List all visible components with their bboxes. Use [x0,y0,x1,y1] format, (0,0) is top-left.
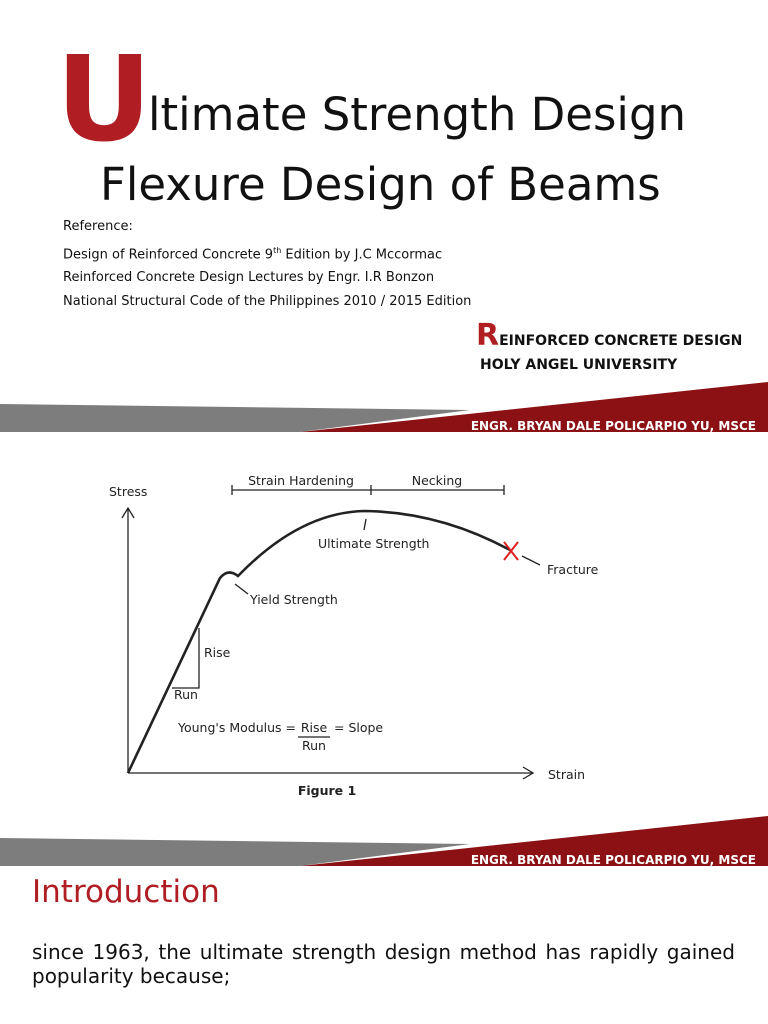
banner-red [300,816,768,866]
label: Strain Hardening [248,473,354,488]
paragraph: since 1963, the ultimate strength design… [32,940,735,988]
label: Run [174,687,198,702]
slide-1: U ltimate Strength Design Flexure Design… [0,0,768,432]
heading: Introduction [32,874,220,910]
label: Necking [412,473,462,488]
y-axis-label: Stress [109,484,147,499]
reference: Reinforced Concrete Design Lectures by E… [63,270,435,286]
banner-red [300,382,768,432]
label: Yield Strength [249,592,338,607]
label: Rise [204,645,231,660]
label: Ultimate Strength [318,536,429,551]
university: HOLY ANGEL UNIVERSITY [480,357,678,373]
course-name: EINFORCED CONCRETE DESIGN [499,333,743,349]
slide-2: Stress Strain Strain Hardening Necking U… [0,432,768,866]
text: Edition by J.C Mccormac [281,246,443,262]
title-initial: U [56,30,152,168]
footer: ENGR. BRYAN DALE POLICARPIO YU, MSCE [471,419,756,432]
reference: National Structural Code of the Philippi… [63,293,472,309]
formula: Run [302,738,326,753]
reference-heading: Reference: [63,219,133,234]
formula: Rise [301,720,328,735]
sup: th [273,245,282,255]
banner-gray [0,838,470,866]
course: REINFORCED CONCRETE DESIGN [476,318,742,353]
formula: = Slope [334,720,383,735]
footer: ENGR. BRYAN DALE POLICARPIO YU, MSCE [471,853,756,866]
references: Reference: Design of Reinforced Concrete… [63,215,471,313]
formula: Young's Modulus = [177,720,296,735]
text: Design of Reinforced Concrete 9 [63,246,274,262]
title: ltimate Strength Design [148,88,687,141]
course-initial: R [476,318,500,353]
label: Fracture [547,562,599,577]
caption: Figure 1 [298,783,356,798]
title-line2: Flexure Design of Beams [100,158,661,211]
banner: ENGR. BRYAN DALE POLICARPIO YU, MSCE [0,382,768,432]
reference: Design of Reinforced Concrete 9th Editio… [63,239,471,267]
banner: ENGR. BRYAN DALE POLICARPIO YU, MSCE [0,816,768,866]
banner-gray [0,404,470,432]
x-axis-label: Strain [548,767,585,782]
figure: Stress Strain Strain Hardening Necking U… [109,473,599,798]
